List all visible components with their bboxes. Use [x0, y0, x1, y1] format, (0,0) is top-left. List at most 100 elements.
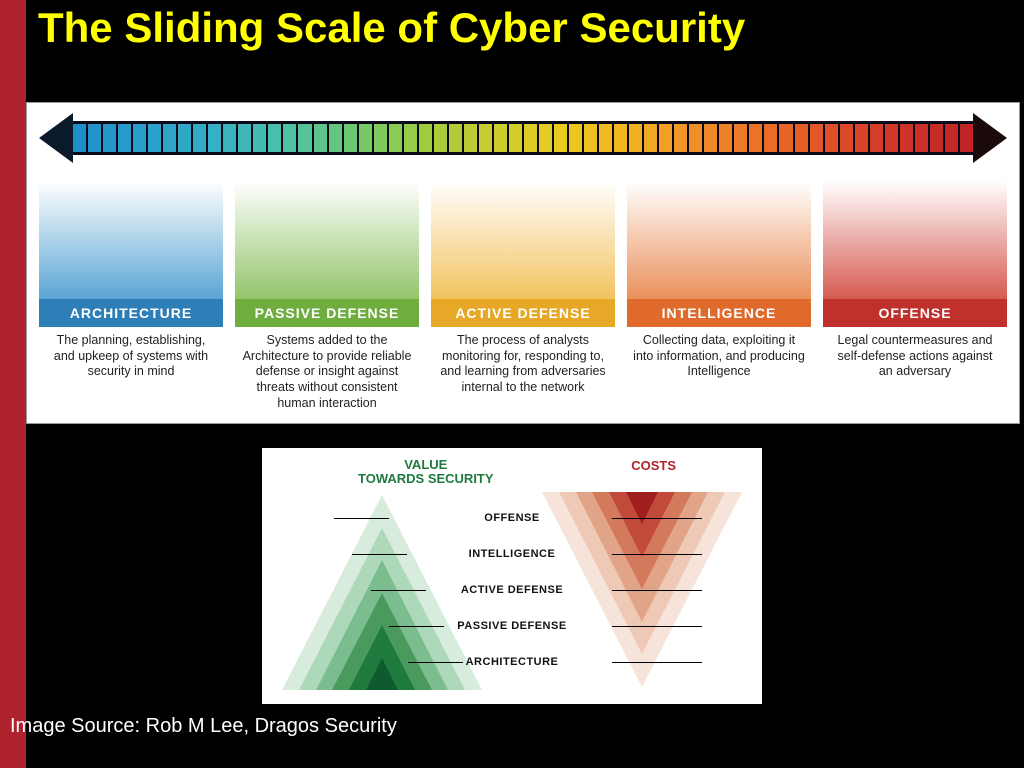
spectrum-segment	[344, 124, 359, 152]
spectrum-segment	[930, 124, 945, 152]
card-gradient	[39, 181, 223, 299]
card-description: The planning, establishing, and upkeep o…	[39, 327, 223, 380]
spectrum-segment	[915, 124, 930, 152]
spectrum-panel: ARCHITECTUREThe planning, establishing, …	[26, 102, 1020, 424]
card-title: INTELLIGENCE	[627, 299, 811, 327]
spectrum-segment	[193, 124, 208, 152]
triangles-panel: VALUETOWARDS SECURITY COSTS OFFENSE INTEL…	[262, 448, 762, 704]
spectrum-segment	[704, 124, 719, 152]
card-description: Collecting data, exploiting it into info…	[627, 327, 811, 380]
card-gradient	[627, 181, 811, 299]
spectrum-segment	[103, 124, 118, 152]
card-offense: OFFENSELegal countermeasures and self-de…	[823, 181, 1007, 411]
card-title: ACTIVE DEFENSE	[431, 299, 615, 327]
card-title: PASSIVE DEFENSE	[235, 299, 419, 327]
connector-line	[389, 626, 444, 627]
accent-bar	[0, 0, 26, 768]
spectrum-segment	[298, 124, 313, 152]
triangle-row-label: ACTIVE DEFENSE	[412, 584, 612, 596]
costs-triangle-layer	[626, 492, 658, 524]
card-title: OFFENSE	[823, 299, 1007, 327]
spectrum-segment	[870, 124, 885, 152]
card-title: ARCHITECTURE	[39, 299, 223, 327]
spectrum-segment	[749, 124, 764, 152]
spectrum-segment	[554, 124, 569, 152]
connector-line	[334, 518, 389, 519]
value-triangle-layer	[366, 658, 398, 690]
spectrum-segment	[479, 124, 494, 152]
spectrum-segment	[840, 124, 855, 152]
triangle-row-label: OFFENSE	[412, 512, 612, 524]
spectrum-segment	[374, 124, 389, 152]
spectrum-segment	[73, 124, 88, 152]
image-source: Image Source: Rob M Lee, Dragos Security	[10, 715, 397, 738]
spectrum-segment	[855, 124, 870, 152]
card-architecture: ARCHITECTUREThe planning, establishing, …	[39, 181, 223, 411]
connector-line	[612, 626, 702, 627]
spectrum-segment	[314, 124, 329, 152]
card-description: The process of analysts monitoring for, …	[431, 327, 615, 396]
connector-line	[612, 554, 702, 555]
spectrum-segment	[779, 124, 794, 152]
spectrum-segment	[569, 124, 584, 152]
spectrum-segment	[900, 124, 915, 152]
card-gradient	[235, 181, 419, 299]
spectrum-segment	[118, 124, 133, 152]
spectrum-segment	[494, 124, 509, 152]
spectrum-segment	[464, 124, 479, 152]
spectrum-segment	[359, 124, 374, 152]
spectrum-segment	[960, 124, 973, 152]
spectrum-segment	[659, 124, 674, 152]
spectrum-segment	[163, 124, 178, 152]
spectrum-segment	[764, 124, 779, 152]
page-title: The Sliding Scale of Cyber Security	[26, 0, 1024, 56]
spectrum-segment	[208, 124, 223, 152]
spectrum-segment	[404, 124, 419, 152]
spectrum-segment	[599, 124, 614, 152]
connector-line	[371, 590, 426, 591]
spectrum-segment	[734, 124, 749, 152]
spectrum-segment	[223, 124, 238, 152]
card-intelligence: INTELLIGENCECollecting data, exploiting …	[627, 181, 811, 411]
spectrum-segment	[945, 124, 960, 152]
spectrum-segment	[389, 124, 404, 152]
card-description: Legal countermeasures and self-defense a…	[823, 327, 1007, 380]
card-description: Systems added to the Architecture to pro…	[235, 327, 419, 411]
triangle-row-label: INTELLIGENCE	[412, 548, 612, 560]
spectrum-segment	[268, 124, 283, 152]
spectrum-arrow	[39, 113, 1007, 163]
spectrum-segment	[629, 124, 644, 152]
spectrum-segment	[509, 124, 524, 152]
connector-line	[612, 590, 702, 591]
spectrum-segment	[88, 124, 103, 152]
connector-line	[408, 662, 463, 663]
spectrum-segment	[133, 124, 148, 152]
spectrum-segment	[178, 124, 193, 152]
spectrum-bar	[73, 121, 973, 155]
card-active-defense: ACTIVE DEFENSEThe process of analysts mo…	[431, 181, 615, 411]
spectrum-segment	[810, 124, 825, 152]
spectrum-segment	[449, 124, 464, 152]
connector-line	[612, 662, 702, 663]
spectrum-segment	[253, 124, 268, 152]
spectrum-segment	[825, 124, 840, 152]
spectrum-segment	[524, 124, 539, 152]
cards-row: ARCHITECTUREThe planning, establishing, …	[39, 181, 1007, 411]
value-label: VALUETOWARDS SECURITY	[358, 458, 494, 487]
arrow-left-head	[39, 113, 73, 163]
spectrum-segment	[885, 124, 900, 152]
spectrum-segment	[644, 124, 659, 152]
spectrum-segment	[238, 124, 253, 152]
connector-line	[352, 554, 407, 555]
spectrum-segment	[434, 124, 449, 152]
spectrum-segment	[674, 124, 689, 152]
costs-label: COSTS	[631, 458, 676, 473]
spectrum-segment	[719, 124, 734, 152]
spectrum-segment	[539, 124, 554, 152]
spectrum-segment	[795, 124, 810, 152]
spectrum-segment	[689, 124, 704, 152]
connector-line	[612, 518, 702, 519]
spectrum-segment	[614, 124, 629, 152]
arrow-right-head	[973, 113, 1007, 163]
card-gradient	[823, 181, 1007, 299]
